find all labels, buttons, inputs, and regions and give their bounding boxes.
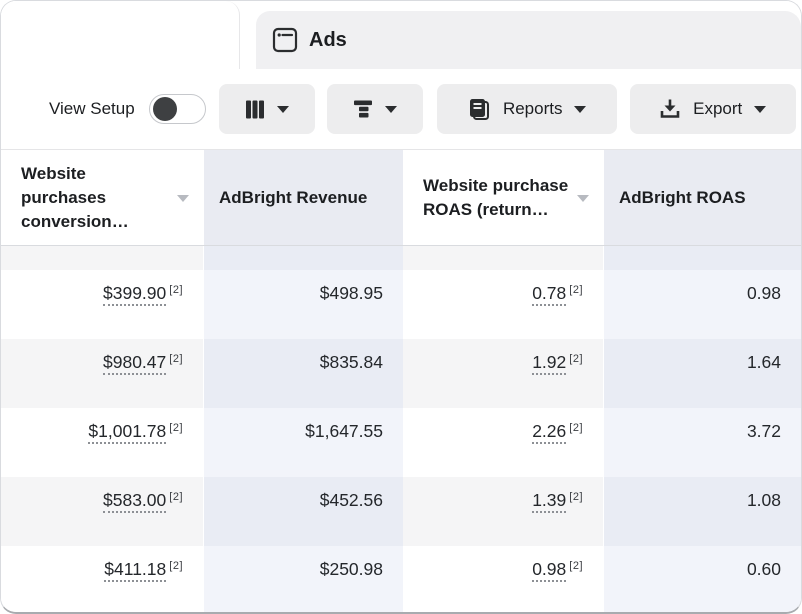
cell-adbright-revenue: $250.98 (203, 546, 403, 612)
ads-icon (272, 27, 298, 53)
columns-icon (245, 100, 265, 119)
sort-caret-icon[interactable] (577, 194, 589, 202)
tooltip-value[interactable]: $1,001.78 (88, 421, 167, 444)
table-row[interactable]: $399.90 [2] $498.95 0.78 [2] 0.98 (1, 270, 801, 339)
cell-purchase-roas: 0.98 [2] (403, 546, 603, 612)
column-header-label: AdBright ROAS (619, 187, 746, 207)
footnote-marker: [2] (169, 560, 183, 572)
cell-purchases-conversion-value: $411.18 [2] (1, 546, 203, 612)
footnote-marker: [2] (569, 422, 583, 434)
tooltip-value[interactable]: 2.26 (532, 421, 567, 444)
tab-ads[interactable]: Ads (256, 11, 801, 69)
export-button[interactable]: Export (629, 84, 796, 134)
table-cell (603, 246, 801, 270)
reports-button-label: Reports (502, 99, 563, 118)
cell-adbright-revenue: $498.95 (203, 270, 403, 339)
cell-adbright-revenue: $1,647.55 (203, 408, 403, 477)
tab-ads-label: Ads (309, 28, 347, 51)
reports-icon (467, 97, 491, 121)
chevron-down-icon (276, 105, 289, 113)
cell-purchases-conversion-value: $980.47 [2] (1, 339, 203, 408)
cell-adbright-roas: 1.08 (603, 477, 801, 546)
cell-purchase-roas: 2.26 [2] (403, 408, 603, 477)
table-cell (403, 246, 603, 270)
table-header-row: Website purchases conversion… AdBright R… (1, 149, 801, 246)
breakdown-icon (353, 100, 373, 118)
cell-purchase-roas: 1.39 [2] (403, 477, 603, 546)
cell-adbright-revenue: $835.84 (203, 339, 403, 408)
tab-active[interactable] (1, 1, 240, 69)
toggle-knob (152, 97, 177, 121)
cell-purchases-conversion-value: $583.00 [2] (1, 477, 203, 546)
table-cell (203, 246, 403, 270)
footnote-marker: [2] (169, 422, 183, 434)
export-button-label: Export (693, 99, 743, 118)
footnote-marker: [2] (169, 353, 183, 365)
footnote-marker: [2] (169, 284, 183, 296)
chevron-down-icon (574, 105, 587, 113)
cell-purchase-roas: 1.92 [2] (403, 339, 603, 408)
tooltip-value[interactable]: 1.92 (532, 352, 567, 375)
export-download-icon (659, 98, 681, 120)
column-header-website-purchase-roas[interactable]: Website purchase ROAS (return… (403, 150, 603, 245)
footnote-marker: [2] (569, 491, 583, 503)
cell-adbright-roas: 0.60 (603, 546, 801, 612)
column-header-label: AdBright Revenue (219, 187, 368, 207)
footnote-marker: [2] (569, 560, 583, 572)
cell-adbright-roas: 0.98 (603, 270, 801, 339)
cell-adbright-roas: 1.64 (603, 339, 801, 408)
column-header-website-purchases-conversion[interactable]: Website purchases conversion… (1, 150, 203, 245)
cell-purchase-roas: 0.78 [2] (403, 270, 603, 339)
cell-adbright-revenue: $452.56 (203, 477, 403, 546)
toolbar: View Setup (1, 69, 801, 149)
column-header-adbright-revenue[interactable]: AdBright Revenue (203, 150, 403, 245)
column-header-label: Website purchases conversion… (21, 163, 129, 231)
tooltip-value[interactable]: $980.47 (103, 352, 167, 375)
table-row[interactable]: $980.47 [2] $835.84 1.92 [2] 1.64 (1, 339, 801, 408)
cell-adbright-roas: 3.72 (603, 408, 801, 477)
tab-bar: Ads (1, 1, 801, 69)
footnote-marker: [2] (169, 491, 183, 503)
view-setup-toggle[interactable] (148, 94, 206, 124)
column-header-label: Website purchase ROAS (return… (423, 175, 569, 219)
tooltip-value[interactable]: $583.00 (103, 490, 167, 513)
footnote-marker: [2] (569, 284, 583, 296)
tooltip-value[interactable]: $411.18 (104, 559, 167, 582)
table-row-partial (1, 246, 801, 270)
tooltip-value[interactable]: 0.98 (532, 559, 567, 582)
table-row[interactable]: $583.00 [2] $452.56 1.39 [2] 1.08 (1, 477, 801, 546)
view-setup-label: View Setup (49, 99, 135, 118)
reports-button[interactable]: Reports (436, 84, 617, 134)
tooltip-value[interactable]: $399.90 (103, 283, 167, 306)
cell-purchases-conversion-value: $1,001.78 [2] (1, 408, 203, 477)
cell-purchases-conversion-value: $399.90 [2] (1, 270, 203, 339)
tooltip-value[interactable]: 0.78 (532, 283, 567, 306)
sort-caret-icon[interactable] (177, 194, 189, 202)
table-cell (1, 246, 203, 270)
chevron-down-icon (754, 105, 767, 113)
column-header-adbright-roas[interactable]: AdBright ROAS (603, 150, 801, 245)
table-row[interactable]: $411.18 [2] $250.98 0.98 [2] 0.60 (1, 546, 801, 612)
footnote-marker: [2] (569, 353, 583, 365)
table-row[interactable]: $1,001.78 [2] $1,647.55 2.26 [2] 3.72 (1, 408, 801, 477)
columns-button[interactable] (218, 84, 315, 134)
breakdown-button[interactable] (326, 84, 423, 134)
tooltip-value[interactable]: 1.39 (532, 490, 567, 513)
chevron-down-icon (384, 105, 397, 113)
